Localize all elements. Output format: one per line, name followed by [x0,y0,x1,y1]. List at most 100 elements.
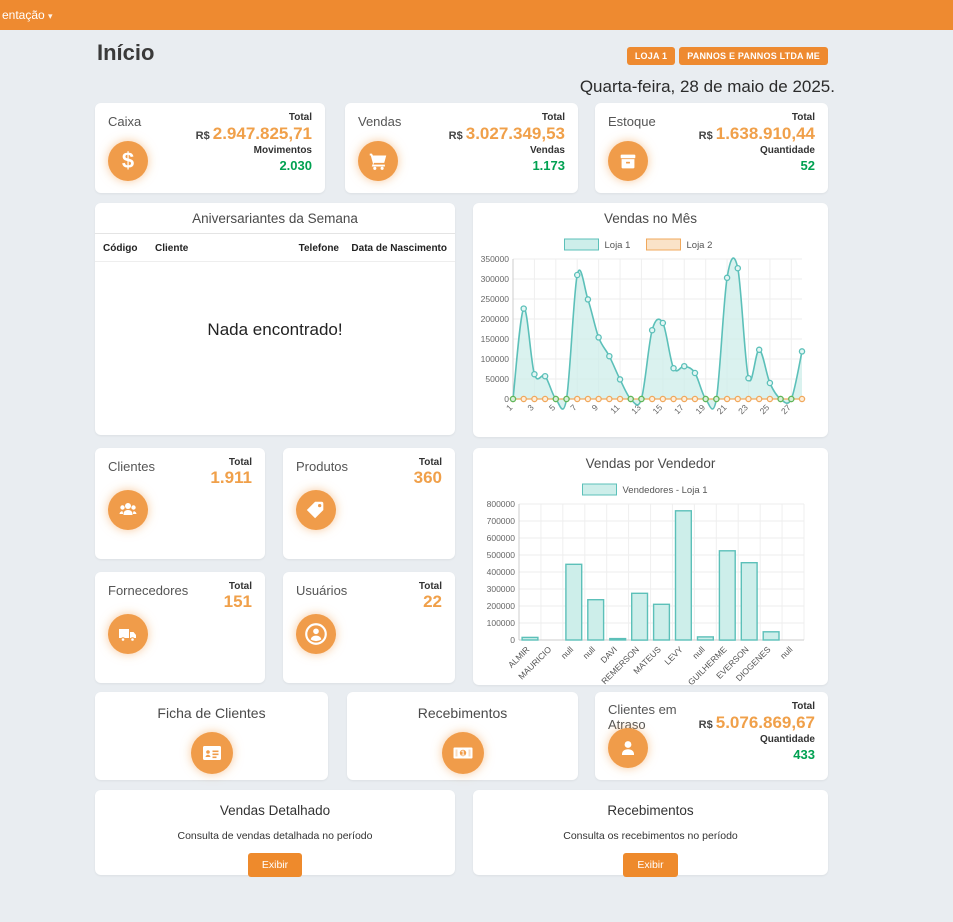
total-label: Total [228,581,252,592]
svg-text:1: 1 [504,402,515,413]
svg-text:100000: 100000 [487,618,516,628]
svg-text:7: 7 [568,402,579,413]
recebimentos-report-desc: Consulta os recebimentos no período [563,830,738,842]
vendas-total-value: R$ 3.027.349,53 [448,124,565,143]
birthdays-table-header: Código Cliente Telefone Data de Nascimen… [95,234,455,262]
people-icon [108,490,148,530]
svg-text:null: null [581,644,598,661]
quantidade-label: Quantidade [759,734,815,746]
svg-text:15: 15 [650,402,664,416]
svg-text:Loja 1: Loja 1 [605,240,631,251]
clientes-card: Clientes Total 1.911 [95,448,265,559]
svg-text:null: null [778,644,795,661]
atraso-total-value: R$ 5.076.869,67 [698,713,815,732]
column-codigo: Código [103,243,138,254]
svg-text:21: 21 [715,402,729,416]
vendas-sub-value: 1.173 [532,158,565,174]
svg-text:700000: 700000 [487,516,516,526]
exibir-vendas-button[interactable]: Exibir [247,853,303,877]
nav-menu-item[interactable]: entação ▾ [2,8,53,22]
ficha-title: Ficha de Clientes [157,705,266,721]
clientes-atraso-card: Clientes em Atraso Total R$ 5.076.869,67 … [595,692,828,780]
truck-icon [108,614,148,654]
svg-text:800000: 800000 [487,499,516,509]
svg-text:0: 0 [504,394,509,404]
caixa-title: Caixa [108,114,142,129]
clientes-title: Clientes [108,459,155,474]
svg-text:Loja 2: Loja 2 [687,240,713,251]
svg-text:300000: 300000 [481,274,510,284]
column-telefone: Telefone [298,243,339,254]
usuarios-card: Usuários Total 22 [283,572,455,683]
svg-text:200000: 200000 [487,601,516,611]
movimentos-label: Movimentos [253,145,312,157]
vendas-detalhado-card: Vendas Detalhado Consulta de vendas deta… [95,790,455,877]
estoque-title: Estoque [608,114,656,129]
atraso-sub-value: 433 [793,747,815,763]
vendas-card: Vendas Total R$ 3.027.349,53 Vendas 1.173 [345,103,578,193]
svg-text:27: 27 [779,402,793,416]
header-badges: LOJA 1 PANNOS E PANNOS LTDA ME [626,47,828,65]
user-circle-icon [296,614,336,654]
atraso-title: Clientes em Atraso [608,702,677,732]
seller-sales-panel: Vendas por Vendedor 0 100000 200000 300000 4… [473,448,828,687]
svg-text:500000: 500000 [487,550,516,560]
caixa-total-value: R$ 2.947.825,71 [195,124,312,143]
box-icon [608,141,648,181]
recebimentos-report-title: Recebimentos [607,803,694,818]
svg-text:9: 9 [590,402,601,413]
company-badge[interactable]: PANNOS E PANNOS LTDA ME [679,47,828,65]
monthly-sales-title: Vendas no Mês [603,211,698,226]
svg-text:250000: 250000 [481,294,510,304]
total-label: Total [288,112,312,123]
id-card-icon [190,732,233,774]
svg-text:23: 23 [736,402,750,416]
svg-text:Vendedores - Loja 1: Vendedores - Loja 1 [623,485,708,496]
fornecedores-card: Fornecedores Total 151 [95,572,265,683]
svg-text:25: 25 [758,402,772,416]
vendas-no-mes-chart: 0 50000 100000 150000 200000 250000 300000 3500… [473,233,828,436]
usuarios-title: Usuários [296,583,348,598]
produtos-card: Produtos Total 360 [283,448,455,559]
ficha-clientes-card[interactable]: Ficha de Clientes [95,692,328,780]
svg-text:150000: 150000 [481,334,510,344]
svg-text:350000: 350000 [481,254,510,264]
estoque-sub-value: 52 [800,158,815,174]
current-date: Quarta-feira, 28 de maio de 2025. [579,77,835,96]
recebimentos-title: Recebimentos [417,705,508,721]
svg-text:19: 19 [693,402,707,416]
svg-text:LEVY: LEVY [662,644,685,667]
total-label: Total [541,112,565,123]
total-label: Total [791,112,815,123]
cart-icon [358,141,398,181]
banknote-icon: 1 [441,732,484,774]
svg-text:3: 3 [525,402,536,413]
svg-text:400000: 400000 [487,567,516,577]
svg-text:11: 11 [608,402,622,416]
vendas-detalhado-title: Vendas Detalhado [219,803,331,818]
svg-text:0: 0 [510,635,515,645]
svg-text:600000: 600000 [487,533,516,543]
chevron-down-icon: ▾ [48,11,53,21]
vendas-title: Vendas [358,114,402,129]
page-title: Início [97,40,155,65]
caixa-sub-value: 2.030 [279,158,312,174]
recebimentos-card[interactable]: Recebimentos 1 [347,692,578,780]
produtos-title: Produtos [296,459,349,474]
store-badge[interactable]: LOJA 1 [626,47,676,65]
total-label: Total [791,701,815,712]
birthdays-title: Aniversariantes da Semana [95,203,455,234]
column-cliente: Cliente [155,243,189,254]
exibir-recebimentos-button[interactable]: Exibir [623,853,678,877]
svg-text:17: 17 [672,402,686,416]
dollar-icon: $ [108,141,148,181]
svg-text:5: 5 [547,402,558,413]
vendas-detalhado-desc: Consulta de vendas detalhada no período [177,830,373,842]
person-icon [608,728,648,768]
empty-message: Nada encontrado! [207,320,343,339]
recebimentos-report-card: Recebimentos Consulta os recebimentos no… [473,790,828,877]
svg-text:300000: 300000 [487,584,516,594]
column-nascimento: Data de Nascimento [351,243,447,254]
svg-text:200000: 200000 [481,314,510,324]
svg-text:50000: 50000 [485,374,509,384]
